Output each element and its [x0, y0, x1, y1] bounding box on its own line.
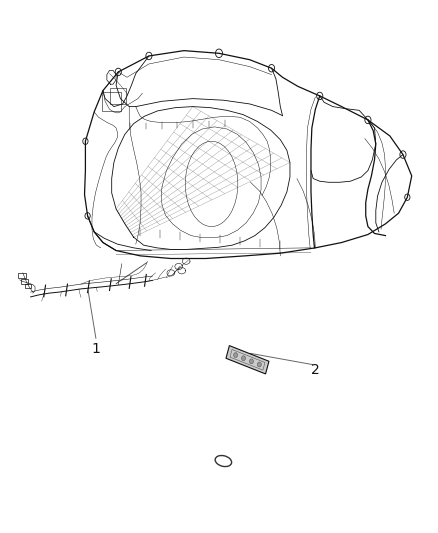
- Bar: [102, 92, 121, 111]
- Circle shape: [241, 356, 245, 361]
- Polygon shape: [226, 345, 269, 374]
- Circle shape: [250, 359, 254, 364]
- Bar: [110, 88, 126, 104]
- Text: 1: 1: [92, 342, 101, 356]
- Circle shape: [258, 362, 261, 367]
- Text: 2: 2: [311, 364, 320, 377]
- Bar: [25, 284, 31, 288]
- Circle shape: [233, 353, 237, 358]
- Bar: [21, 279, 28, 284]
- Bar: [18, 273, 26, 278]
